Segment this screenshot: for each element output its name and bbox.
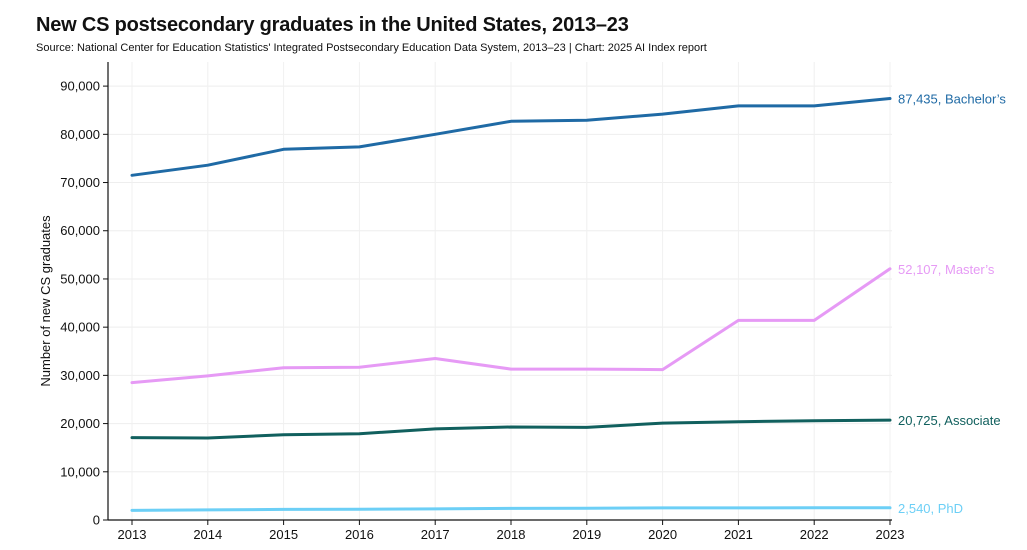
x-tick-label: 2013 (118, 527, 147, 542)
series-line-associate (130, 418, 892, 440)
y-tick-label: 60,000 (60, 223, 100, 238)
end-label-masters: 52,107, Master’s (898, 262, 995, 277)
axis-layer (107, 62, 892, 521)
x-tick-label: 2017 (421, 527, 450, 542)
x-tick-label: 2018 (497, 527, 526, 542)
series-line-masters (130, 267, 892, 385)
end-label-associate: 20,725, Associate (898, 413, 1001, 428)
x-tick-label: 2016 (345, 527, 374, 542)
y-tick-label: 30,000 (60, 368, 100, 383)
x-tick-label: 2023 (876, 527, 905, 542)
x-tick-label: 2015 (269, 527, 298, 542)
tick-layer: 0 10,000 20,000 30,000 40,000 50,000 60,000 70,… (60, 79, 904, 542)
y-tick-label: 10,000 (60, 464, 100, 479)
series-line-bachelors (130, 97, 892, 177)
y-tick-label: 20,000 (60, 416, 100, 431)
end-label-layer: 87,435, Bachelor’s 52,107, Master’s 20,725… (898, 91, 1006, 515)
chart-subtitle: Source: National Center for Education St… (36, 42, 707, 54)
chart-title: New CS postsecondary graduates in the Un… (36, 14, 629, 36)
y-tick-label: 0 (93, 513, 100, 528)
x-tick-label: 2020 (648, 527, 677, 542)
y-tick-label: 70,000 (60, 175, 100, 190)
y-tick-label: 40,000 (60, 320, 100, 335)
y-axis-title: Number of new CS graduates (38, 215, 53, 387)
y-tick-label: 50,000 (60, 271, 100, 286)
series-layer (130, 97, 892, 512)
x-tick-label: 2019 (572, 527, 601, 542)
x-tick-label: 2021 (724, 527, 753, 542)
end-label-phd: 2,540, PhD (898, 501, 963, 516)
grid-layer (108, 62, 892, 520)
y-tick-label: 80,000 (60, 127, 100, 142)
end-label-bachelors: 87,435, Bachelor’s (898, 91, 1006, 106)
x-tick-label: 2022 (800, 527, 829, 542)
series-line-phd (130, 506, 892, 512)
x-tick-label: 2014 (193, 527, 222, 542)
y-tick-label: 90,000 (60, 79, 100, 94)
